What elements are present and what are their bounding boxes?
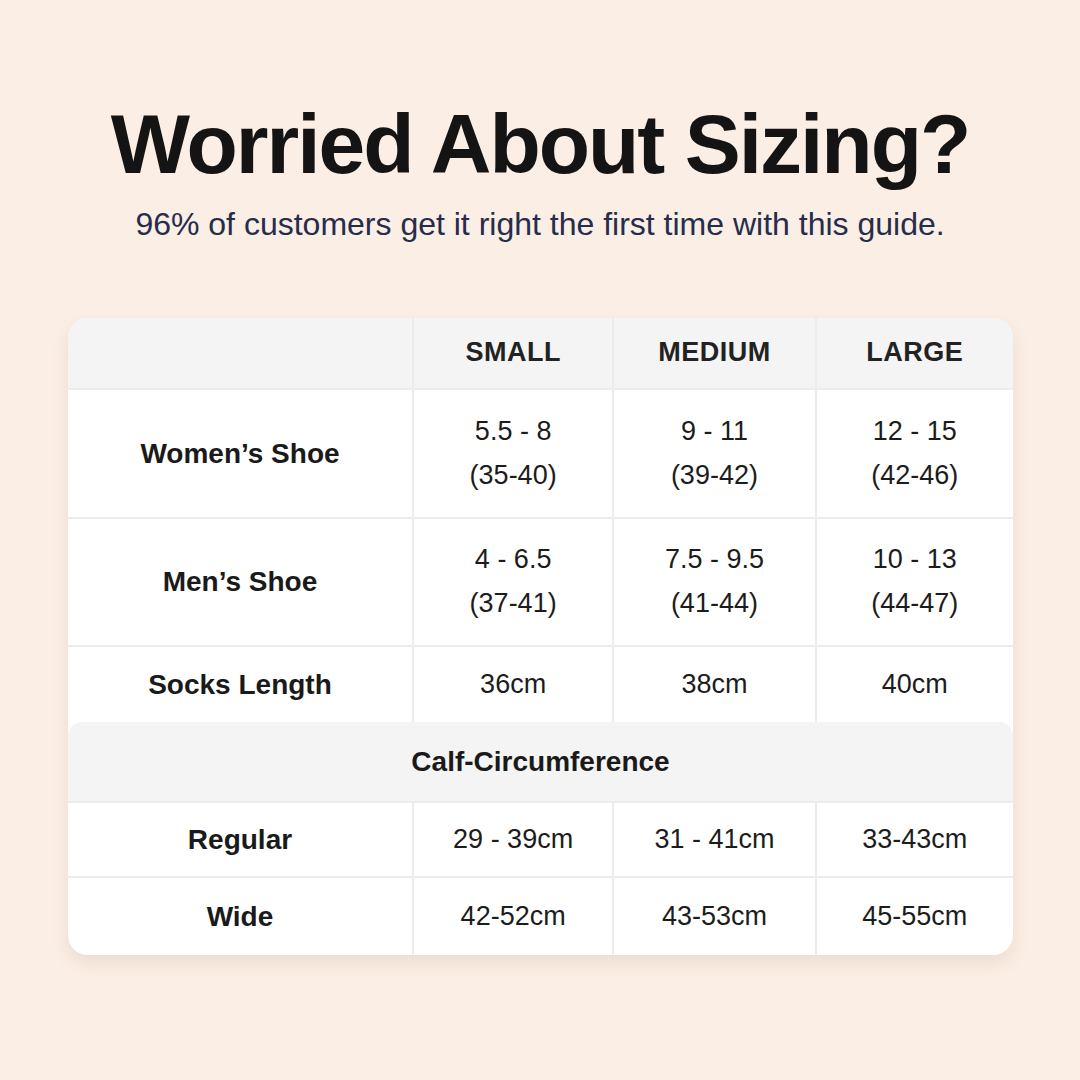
col-header-medium: MEDIUM	[612, 318, 814, 388]
page-title: Worried About Sizing?	[0, 96, 1080, 193]
table-row-womens-shoe: Women’s Shoe 5.5 - 8 (35-40) 9 - 11 (39-…	[68, 390, 1013, 519]
shoe-range-eu: (35-40)	[470, 454, 557, 498]
shoe-range: 10 - 13	[873, 538, 957, 582]
shoe-range: 9 - 11	[681, 410, 748, 454]
cell-regular-large: 33-43cm	[815, 803, 1013, 876]
cell-socks-small: 36cm	[412, 647, 612, 722]
cell-socks-medium: 38cm	[612, 647, 814, 722]
calf-circumference-section-header: Calf-Circumference	[68, 722, 1013, 801]
cell-wide-large: 45-55cm	[815, 878, 1013, 955]
page-subtitle: 96% of customers get it right the first …	[0, 206, 1080, 243]
col-header-large: LARGE	[815, 318, 1013, 388]
corner-empty-cell	[68, 318, 412, 388]
size-guide-page: Worried About Sizing? 96% of customers g…	[0, 0, 1080, 1080]
shoe-range-eu: (41-44)	[671, 582, 758, 626]
shoe-range: 5.5 - 8	[475, 410, 552, 454]
shoe-range: 12 - 15	[873, 410, 957, 454]
calf-circumference-label: Calf-Circumference	[411, 746, 669, 778]
table-row-calf-regular: Regular 29 - 39cm 31 - 41cm 33-43cm	[68, 801, 1013, 878]
row-label-womens-shoe: Women’s Shoe	[68, 390, 412, 517]
cell-wide-small: 42-52cm	[412, 878, 612, 955]
row-label-wide: Wide	[68, 878, 412, 955]
row-label-socks-length: Socks Length	[68, 647, 412, 722]
row-label-regular: Regular	[68, 803, 412, 876]
cell-womens-medium: 9 - 11 (39-42)	[612, 390, 814, 517]
col-header-small: SMALL	[412, 318, 612, 388]
table-row-socks-length: Socks Length 36cm 38cm 40cm	[68, 647, 1013, 722]
shoe-range-eu: (44-47)	[871, 582, 958, 626]
cell-mens-large: 10 - 13 (44-47)	[815, 519, 1013, 645]
shoe-range-eu: (37-41)	[470, 582, 557, 626]
size-table: SMALL MEDIUM LARGE Women’s Shoe 5.5 - 8 …	[68, 318, 1013, 955]
shoe-range-eu: (39-42)	[671, 454, 758, 498]
cell-womens-large: 12 - 15 (42-46)	[815, 390, 1013, 517]
shoe-range: 4 - 6.5	[475, 538, 552, 582]
cell-socks-large: 40cm	[815, 647, 1013, 722]
cell-regular-medium: 31 - 41cm	[612, 803, 814, 876]
cell-womens-small: 5.5 - 8 (35-40)	[412, 390, 612, 517]
table-header-row: SMALL MEDIUM LARGE	[68, 318, 1013, 390]
cell-regular-small: 29 - 39cm	[412, 803, 612, 876]
shoe-range: 7.5 - 9.5	[665, 538, 764, 582]
cell-wide-medium: 43-53cm	[612, 878, 814, 955]
table-row-calf-wide: Wide 42-52cm 43-53cm 45-55cm	[68, 878, 1013, 955]
table-row-mens-shoe: Men’s Shoe 4 - 6.5 (37-41) 7.5 - 9.5 (41…	[68, 519, 1013, 647]
cell-mens-medium: 7.5 - 9.5 (41-44)	[612, 519, 814, 645]
cell-mens-small: 4 - 6.5 (37-41)	[412, 519, 612, 645]
shoe-range-eu: (42-46)	[871, 454, 958, 498]
row-label-mens-shoe: Men’s Shoe	[68, 519, 412, 645]
